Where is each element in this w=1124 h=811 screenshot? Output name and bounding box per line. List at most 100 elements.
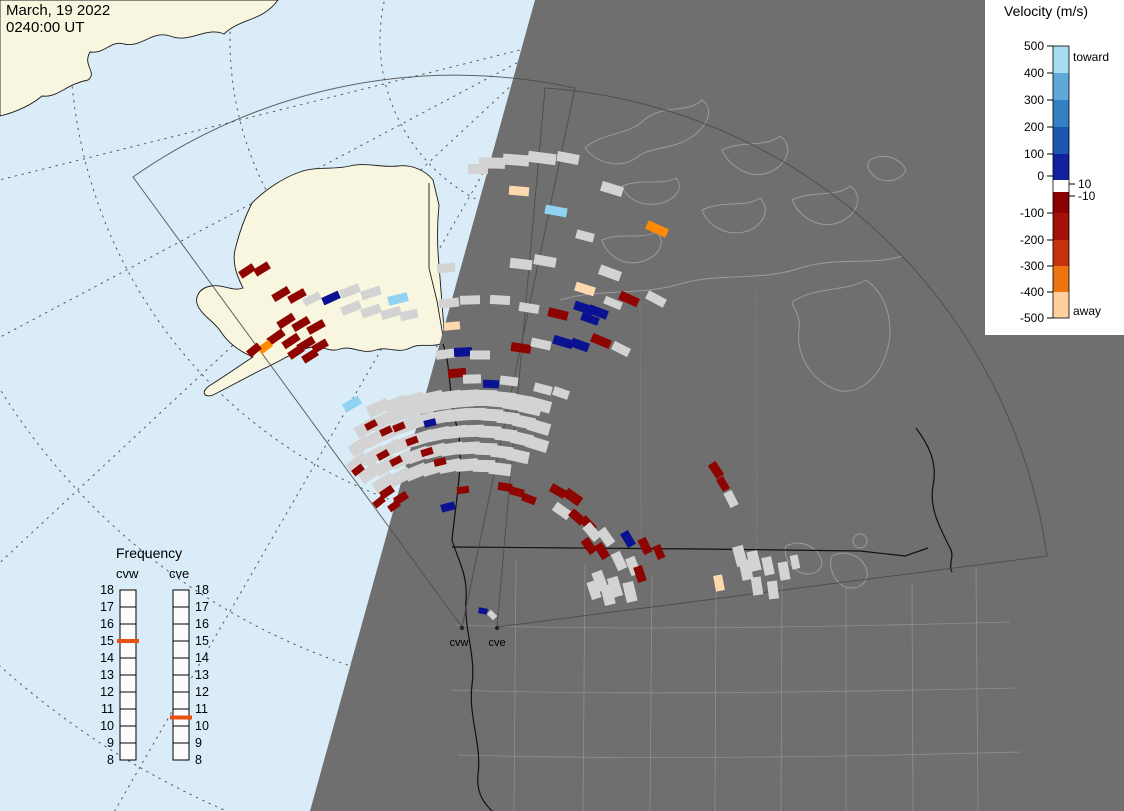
frequency-cell-cvw bbox=[119, 606, 137, 625]
velocity-cell bbox=[489, 294, 511, 306]
frequency-cell-cve bbox=[172, 657, 190, 676]
frequency-cell-cve bbox=[172, 742, 190, 761]
velocity-cells-layer bbox=[238, 150, 801, 621]
velocity-cell bbox=[456, 485, 470, 495]
arctic-island-outline bbox=[701, 197, 766, 234]
velocity-cell bbox=[750, 576, 764, 596]
velocity-cell bbox=[580, 536, 598, 556]
frequency-tick-label: 16 bbox=[100, 617, 114, 631]
frequency-cell-cvw bbox=[119, 691, 137, 710]
cve-fov-outline bbox=[496, 87, 1048, 628]
velocity-cell bbox=[271, 285, 291, 303]
velocity-cell bbox=[548, 483, 568, 499]
arctic-island-outline bbox=[791, 185, 859, 226]
velocity-cell bbox=[518, 302, 540, 314]
frequency-tick-label: 14 bbox=[195, 651, 209, 665]
velocity-cell bbox=[600, 583, 616, 607]
great-lake-outline bbox=[830, 552, 868, 589]
radar-label-cvw: cvw bbox=[450, 637, 469, 649]
velocity-cell bbox=[488, 461, 512, 477]
russia-landmass bbox=[0, 0, 279, 117]
canada-north-coast bbox=[559, 255, 903, 301]
cvw-fov-outline bbox=[132, 74, 576, 629]
velocity-cell bbox=[276, 312, 296, 330]
velocity-cell bbox=[399, 308, 419, 322]
velocity-cell bbox=[438, 297, 460, 309]
frequency-cell-cvw bbox=[119, 742, 137, 761]
velocity-cell bbox=[574, 281, 596, 297]
velocity-cell bbox=[339, 283, 361, 299]
velocity-legend: 500 400 300 200 100 0 -100 -200 -300 -400 -500 10-1… bbox=[985, 0, 1124, 335]
state-border bbox=[975, 567, 979, 811]
colorbar-segment bbox=[1053, 154, 1069, 180]
province-border bbox=[755, 291, 758, 552]
velocity-cell bbox=[497, 481, 513, 493]
frequency-tick-label: 15 bbox=[195, 634, 209, 648]
frequency-cell-cvw bbox=[119, 589, 137, 608]
state-border bbox=[780, 584, 783, 811]
velocity-cell bbox=[455, 458, 479, 472]
frequency-tick-label: 15 bbox=[100, 634, 114, 648]
velocity-cell bbox=[587, 304, 609, 320]
velocity-cell bbox=[499, 375, 519, 387]
frequency-tick-label: 12 bbox=[195, 685, 209, 699]
colorbar-tick-label: -500 bbox=[1020, 311, 1044, 325]
velocity-cell bbox=[533, 254, 557, 268]
velocity-cell bbox=[562, 487, 584, 507]
radar-site-dot-cve bbox=[494, 625, 500, 631]
colorbar-tick-label: -200 bbox=[1020, 233, 1044, 247]
colorbar-tick-label: 200 bbox=[1024, 120, 1044, 134]
colorbar-segment bbox=[1053, 46, 1069, 73]
velocity-cell bbox=[620, 529, 636, 549]
velocity-cell bbox=[590, 332, 612, 350]
velocity-cell bbox=[372, 495, 386, 509]
radar-site-dot-cvw bbox=[459, 625, 465, 631]
frequency-tick-label: 14 bbox=[100, 651, 114, 665]
colorbar-segment bbox=[1053, 266, 1069, 292]
velocity-cell bbox=[469, 393, 493, 407]
arctic-island-outline bbox=[867, 155, 907, 182]
colorbar-segment bbox=[1053, 100, 1069, 127]
velocity-cell bbox=[378, 484, 396, 500]
state-border bbox=[454, 621, 1011, 629]
velocity-cell bbox=[533, 382, 553, 396]
velocity-cell bbox=[486, 609, 498, 621]
frequency-tick-label: 10 bbox=[100, 719, 114, 733]
velocity-cell bbox=[340, 300, 362, 316]
colorbar-tick-label: 10 bbox=[1078, 177, 1092, 191]
velocity-cell bbox=[457, 441, 481, 455]
velocity-cell bbox=[387, 499, 401, 513]
frequency-legend: 18 17 16 15 14 13 12 11 10 9 8 18 17 16 15 14 13 12 11 10 9 8 bbox=[100, 583, 209, 767]
velocity-cell bbox=[387, 292, 409, 306]
frequency-tick-label: 18 bbox=[195, 583, 209, 597]
night-shadow bbox=[310, 0, 1124, 811]
frequency-tick-label: 8 bbox=[107, 753, 114, 767]
frequency-cell-cve bbox=[172, 640, 190, 659]
arctic-island-outline bbox=[621, 177, 680, 205]
east-coastline bbox=[915, 427, 953, 573]
colorbar-tick-label: 300 bbox=[1024, 93, 1044, 107]
velocity-cell bbox=[291, 315, 311, 333]
velocity-cell bbox=[420, 446, 434, 458]
state-border bbox=[714, 579, 717, 811]
velocity-cell bbox=[287, 344, 305, 360]
frequency-tick-label: 17 bbox=[100, 600, 114, 614]
velocity-cell bbox=[596, 526, 616, 548]
colorbar-tick-label: -300 bbox=[1020, 259, 1044, 273]
velocity-cell bbox=[508, 185, 530, 197]
velocity-cell bbox=[364, 419, 378, 431]
velocity-cell bbox=[453, 346, 473, 358]
state-border bbox=[451, 687, 1016, 694]
velocity-cell bbox=[467, 163, 489, 175]
state-border bbox=[911, 581, 914, 811]
velocity-cell bbox=[575, 229, 595, 243]
colorbar-segment bbox=[1053, 192, 1069, 213]
velocity-cell bbox=[360, 303, 382, 319]
velocity-cell bbox=[618, 290, 640, 308]
land-dayside bbox=[0, 0, 446, 397]
hudson-bay-outline bbox=[791, 279, 891, 392]
velocity-cell bbox=[552, 334, 574, 350]
velocity-cell bbox=[637, 536, 653, 556]
velocity-cell bbox=[521, 492, 537, 506]
